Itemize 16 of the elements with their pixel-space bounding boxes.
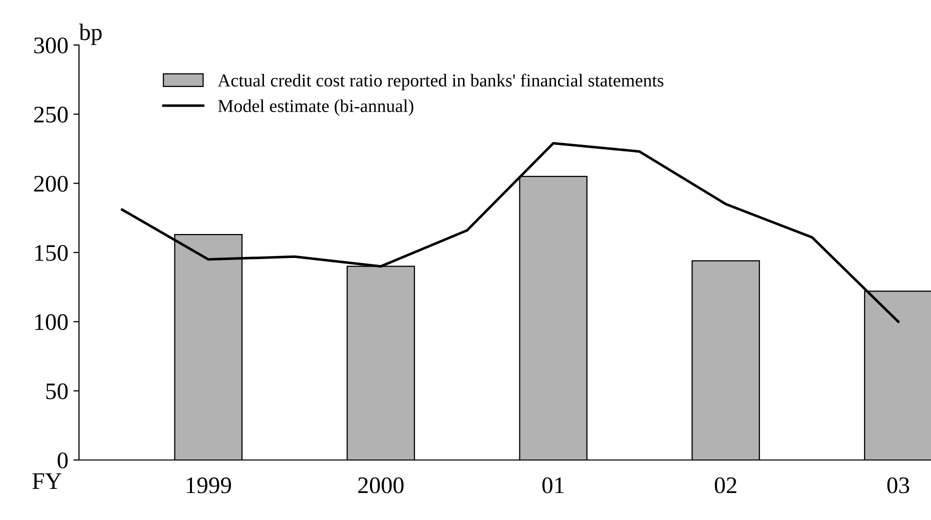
y-tick-label: 100: [35, 314, 68, 330]
legend-label: Actual credit cost ratio reported in banks' financial statements: [218, 74, 664, 90]
y-tick-label: 250: [34, 106, 68, 123]
x-axis-title: FY: [32, 473, 62, 489]
x-tick-label: 01: [542, 477, 564, 494]
y-tick-label: 0: [58, 452, 68, 468]
x-tick-label: 1999: [186, 477, 231, 494]
y-tick-label: 50: [46, 383, 68, 400]
x-tick-label: 2000: [358, 477, 404, 494]
x-tick-label: 03: [887, 477, 910, 494]
y-tick-label: 200: [34, 176, 68, 192]
y-tick-label: 300: [34, 37, 68, 54]
x-tick-label: 02: [714, 477, 736, 494]
y-axis-title: bp: [79, 24, 102, 45]
y-tick-label: 150: [35, 244, 68, 261]
legend-label: Model estimate (bi-annual): [218, 99, 414, 116]
